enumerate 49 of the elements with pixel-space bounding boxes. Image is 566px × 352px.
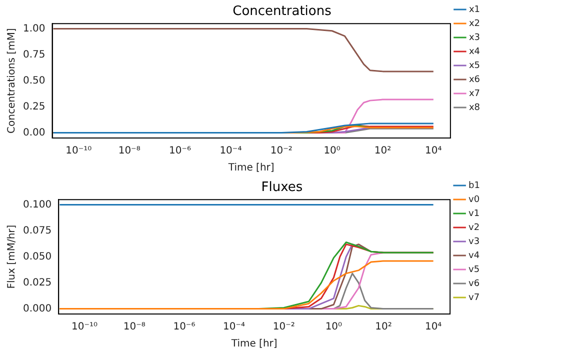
x-axis-title: Time [hr]: [230, 338, 278, 350]
x-tick-label: 10²: [374, 146, 392, 157]
y-tick-label: 0.000: [22, 303, 52, 314]
y-tick-label: 0.50: [23, 75, 46, 86]
legend-label: v4: [468, 250, 480, 261]
legend-label: b1: [468, 180, 480, 191]
x-tick-label: 10⁻⁶: [173, 322, 196, 333]
x-tick-label: 10²: [375, 322, 392, 333]
y-tick-label: 0.025: [22, 277, 52, 288]
legend-label: x3: [468, 32, 480, 43]
chart-title: Fluxes: [261, 180, 303, 196]
legend-label: v2: [468, 222, 480, 233]
x-tick-label: 10⁻⁸: [123, 322, 146, 333]
x-tick-label: 10⁻²: [270, 146, 292, 157]
y-tick-label: 0.050: [22, 251, 52, 262]
legend-label: v6: [468, 278, 480, 289]
legend-label: x2: [468, 18, 480, 29]
x-tick-label: 10⁻⁶: [169, 146, 192, 157]
legend-label: x6: [468, 74, 480, 85]
y-tick-label: 0.100: [22, 199, 52, 210]
y-axis-title: Flux [mM/hr]: [6, 224, 18, 289]
x-tick-label: 10⁴: [424, 322, 442, 333]
legend-label: v3: [468, 236, 480, 247]
x-tick-label: 10⁻⁴: [220, 146, 242, 157]
x-tick-label: 10⁻²: [272, 322, 295, 333]
x-tick-label: 10⁻¹⁰: [66, 146, 92, 157]
legend-label: x4: [468, 46, 480, 57]
y-axis-title: Concentrations [mM]: [6, 28, 18, 134]
legend-label: x8: [468, 102, 480, 113]
y-tick-label: 0.75: [23, 49, 46, 60]
x-tick-label: 10⁰: [325, 322, 342, 333]
x-tick-label: 10⁰: [324, 146, 340, 157]
legend-label: v1: [468, 208, 480, 219]
y-tick-label: 0.25: [23, 101, 46, 112]
x-tick-label: 10⁻¹⁰: [72, 322, 98, 333]
y-tick-label: 0.00: [23, 127, 46, 138]
y-tick-label: 1.00: [23, 23, 46, 34]
legend-label: v0: [468, 194, 480, 205]
legend-label: x1: [468, 4, 480, 15]
legend-label: x5: [468, 60, 480, 71]
x-axis-title: Time [hr]: [227, 162, 274, 174]
legend-label: v5: [468, 264, 480, 275]
x-tick-label: 10⁻⁴: [223, 322, 246, 333]
y-tick-label: 0.075: [22, 225, 52, 236]
legend-label: v7: [468, 292, 480, 303]
x-tick-label: 10⁴: [425, 146, 442, 157]
chart-title: Concentrations: [232, 4, 332, 20]
x-tick-label: 10⁻⁸: [118, 146, 140, 157]
legend-label: x7: [468, 88, 480, 99]
